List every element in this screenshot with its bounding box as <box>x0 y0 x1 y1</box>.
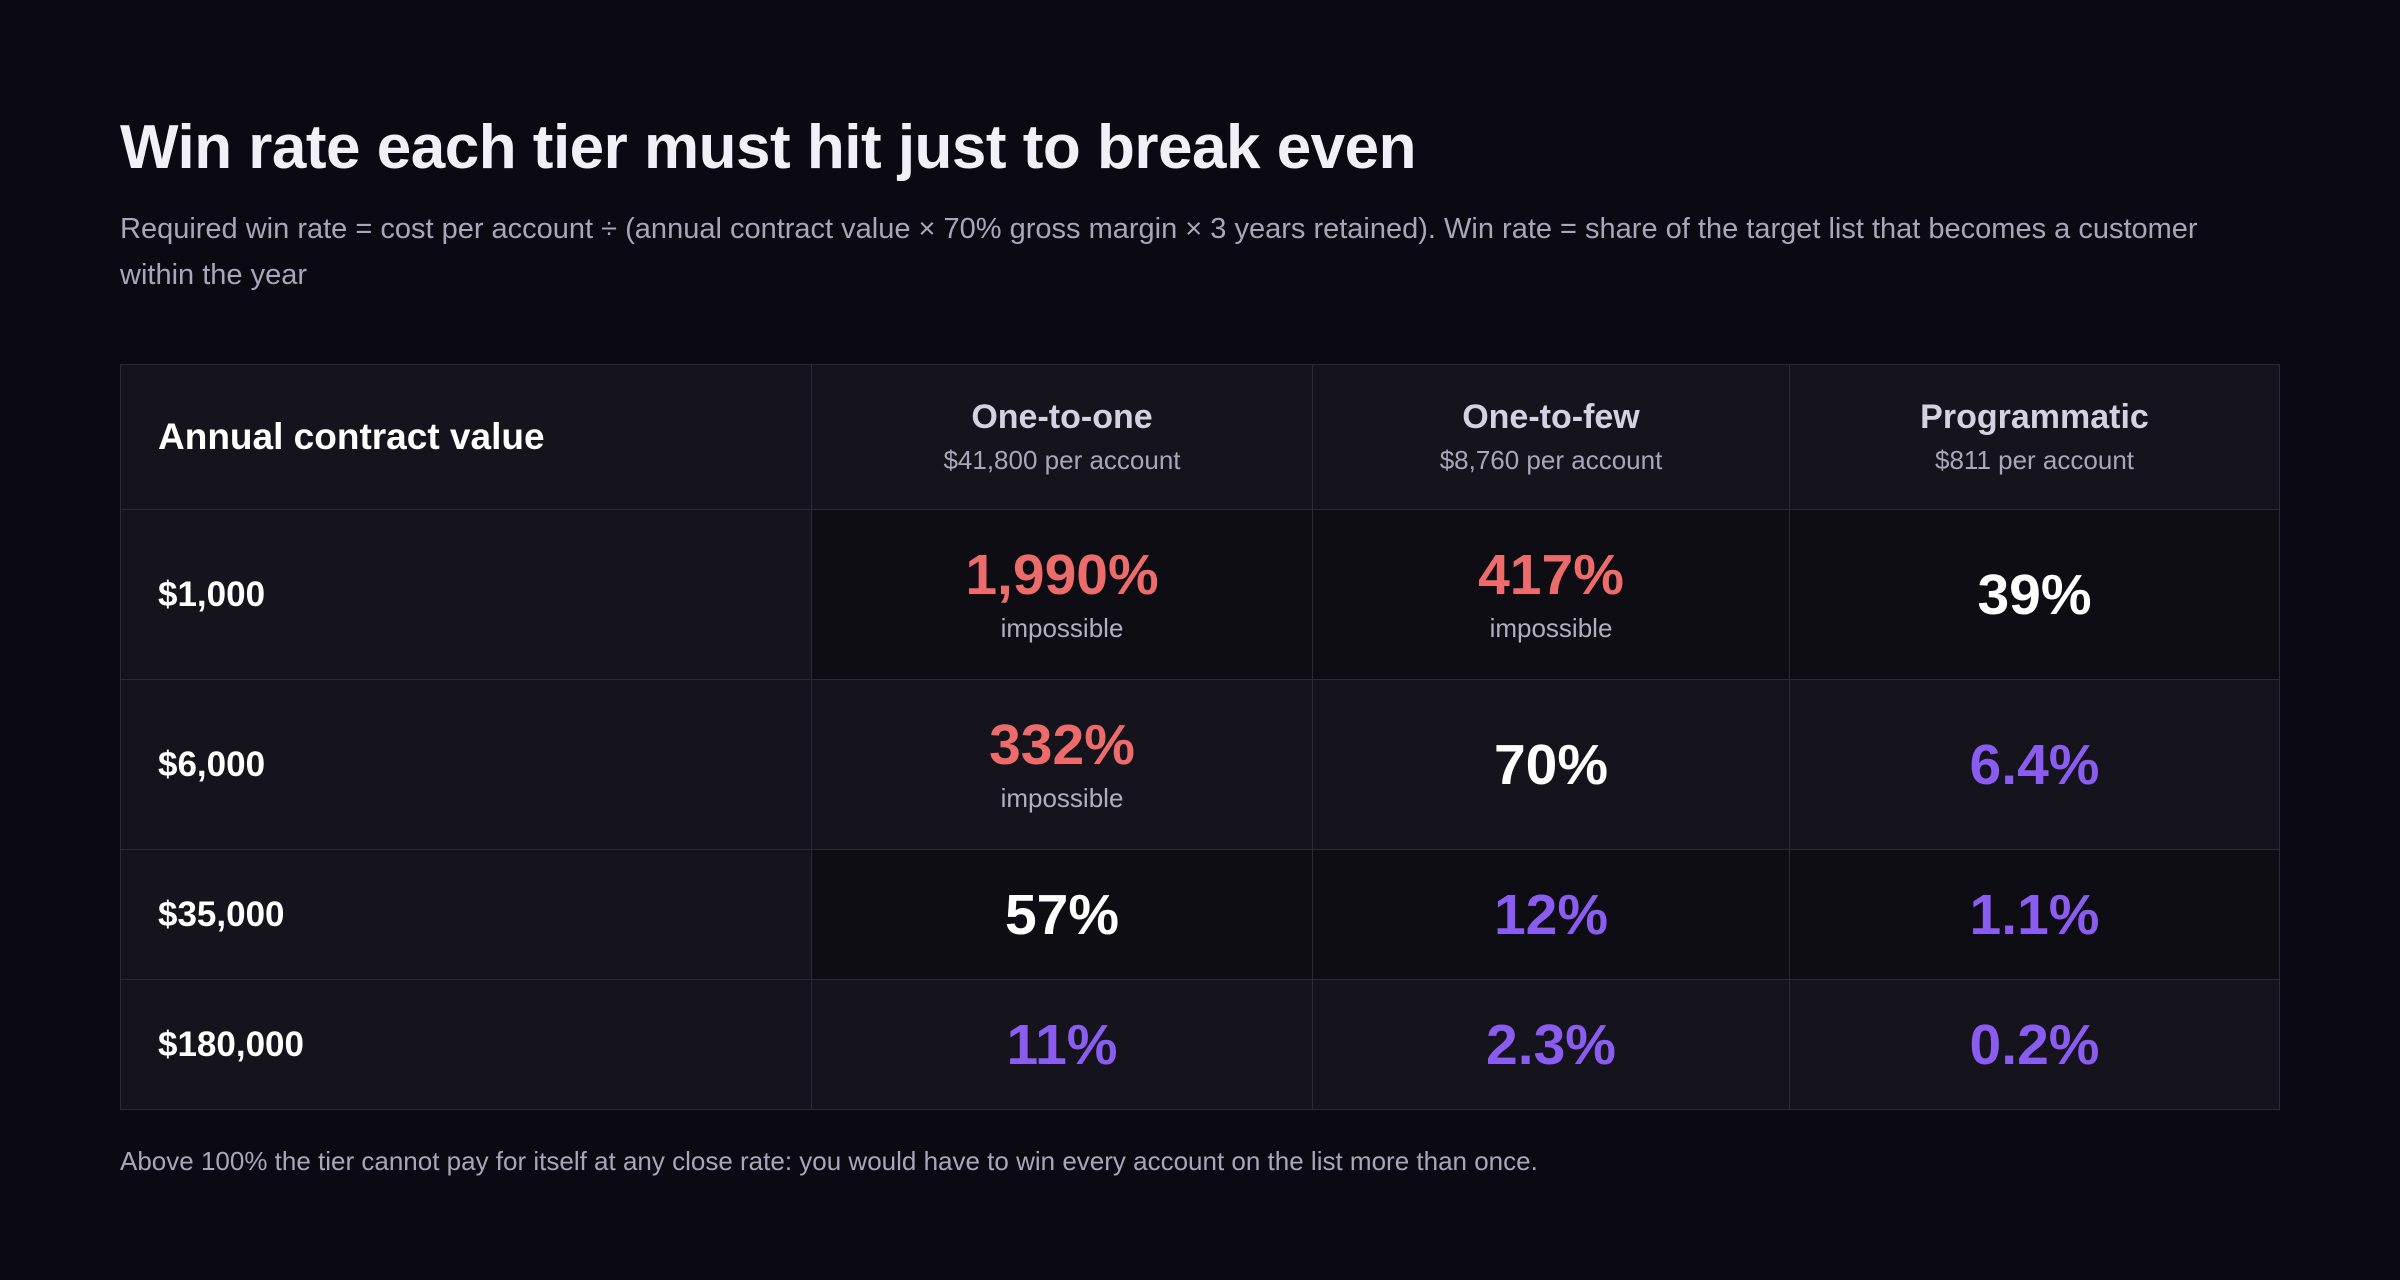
value-cell: 12% <box>1312 849 1790 980</box>
row-label: $1,000 <box>120 509 812 680</box>
win-rate: 0.2% <box>1969 1012 2100 1077</box>
win-rate: 70% <box>1493 732 1609 797</box>
win-rate: 1,990% <box>965 543 1159 607</box>
column-cost: $811 per account <box>1935 445 2134 475</box>
value-cell: 332% impossible <box>811 679 1313 850</box>
table-row: $35,000 57% 12% 1.1% <box>120 849 2280 980</box>
column-header: One-to-few $8,760 per account <box>1312 364 1790 510</box>
corner-header: Annual contract value <box>120 364 812 510</box>
column-header: One-to-one $41,800 per account <box>811 364 1313 510</box>
title: Win rate each tier must hit just to brea… <box>120 113 1417 182</box>
value-cell: 2.3% <box>1312 979 1790 1110</box>
subtitle: Required win rate = cost per account ÷ (… <box>120 213 2198 291</box>
cell-note: impossible <box>1489 613 1613 643</box>
table-body: $1,000 1,990% impossible 417% impossible 39% $… <box>120 509 2280 1110</box>
win-rate: 57% <box>1004 882 1120 947</box>
row-label: $6,000 <box>120 679 812 850</box>
win-rate: 2.3% <box>1486 1012 1616 1077</box>
value-cell: 6.4% <box>1789 679 2280 850</box>
cell-note: impossible <box>1000 783 1124 813</box>
win-rate: 39% <box>1977 562 2092 627</box>
value-cell: 1.1% <box>1789 849 2280 980</box>
row-label: $180,000 <box>120 979 812 1110</box>
header-row: Annual contract value One-to-one $41,800 … <box>120 364 2280 510</box>
value-cell: 39% <box>1789 509 2280 680</box>
win-rate: 6.4% <box>1969 732 2100 797</box>
value-cell: 0.2% <box>1789 979 2280 1110</box>
win-rate: 11% <box>1006 1012 1118 1077</box>
value-cell: 70% <box>1312 679 1790 850</box>
win-rate-table: Annual contract value One-to-one $41,800 … <box>120 364 2280 1110</box>
column-header: Programmatic $811 per account <box>1789 364 2280 510</box>
column-name: Programmatic <box>1920 398 2149 436</box>
table-row: $6,000 332% impossible 70% 6.4% <box>120 679 2280 850</box>
row-label: $35,000 <box>120 849 812 980</box>
column-name: One-to-one <box>971 398 1153 436</box>
value-cell: 57% <box>811 849 1313 980</box>
win-rate: 417% <box>1478 543 1624 607</box>
column-cost: $41,800 per account <box>943 445 1181 475</box>
value-cell: 11% <box>811 979 1313 1110</box>
column-name: One-to-few <box>1462 398 1640 436</box>
footnote: Above 100% the tier cannot pay for itsel… <box>120 1146 1538 1176</box>
win-rate: 1.1% <box>1969 882 2100 947</box>
win-rate: 332% <box>989 713 1135 777</box>
table-row: $1,000 1,990% impossible 417% impossible 39% <box>120 509 2280 680</box>
table-row: $180,000 11% 2.3% 0.2% <box>120 979 2280 1110</box>
column-cost: $8,760 per account <box>1439 445 1663 475</box>
value-cell: 1,990% impossible <box>811 509 1313 680</box>
win-rate: 12% <box>1493 882 1609 947</box>
value-cell: 417% impossible <box>1312 509 1790 680</box>
cell-note: impossible <box>1000 613 1124 643</box>
